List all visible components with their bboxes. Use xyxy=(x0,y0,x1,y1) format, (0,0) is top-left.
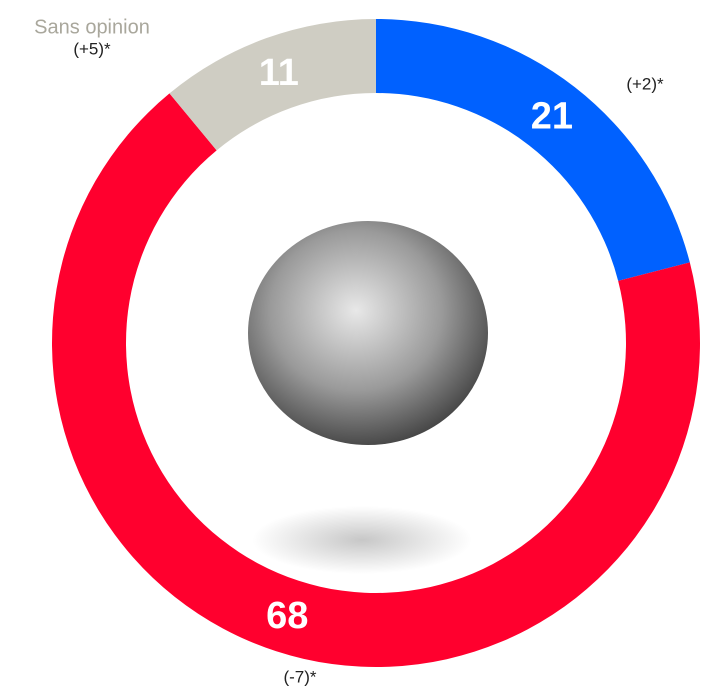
change-label: (+2)* xyxy=(626,74,664,93)
value-label: 68 xyxy=(266,595,308,637)
category-label: Sans opinion xyxy=(34,16,150,38)
portrait-photo xyxy=(248,221,488,445)
change-label: (+5)* xyxy=(73,39,111,58)
photo-shadow xyxy=(252,506,472,574)
chart: 21 (+2)* 68 (-7)* 11 (+5)*Sans opinion xyxy=(0,0,712,690)
change-label: (-7)* xyxy=(283,667,316,686)
value-label: 21 xyxy=(531,95,573,137)
value-label: 11 xyxy=(259,52,299,94)
